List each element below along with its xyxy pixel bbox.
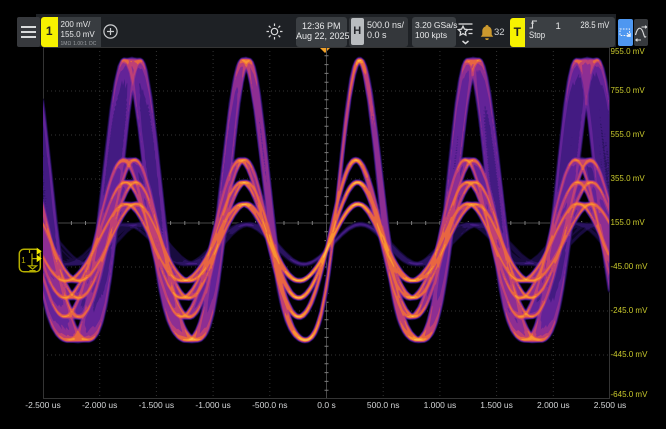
svg-text:1: 1 [21, 256, 26, 265]
